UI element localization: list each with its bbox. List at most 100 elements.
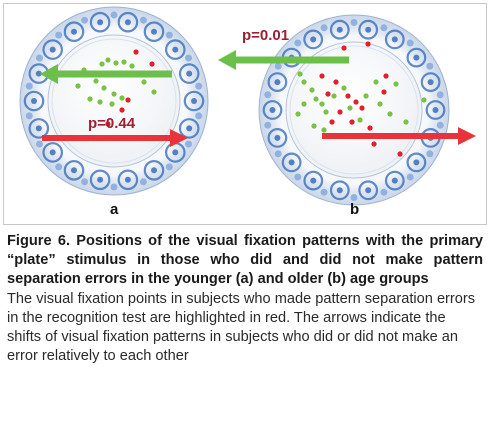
rim-flower-center bbox=[336, 26, 343, 33]
rim-flower bbox=[329, 19, 350, 40]
rim-flower-center bbox=[274, 79, 281, 86]
rim-flower-center bbox=[310, 177, 317, 184]
fixation-point-no-error bbox=[309, 87, 315, 93]
rim-flower bbox=[89, 11, 111, 33]
rim-flower bbox=[165, 39, 186, 60]
rim-flower-center bbox=[71, 167, 77, 174]
rim-flower-center bbox=[31, 98, 37, 104]
fixation-point-no-error bbox=[421, 97, 427, 103]
fixation-point-error bbox=[341, 45, 347, 51]
rim-flower bbox=[23, 90, 45, 112]
plate-a-red-arrow bbox=[42, 129, 188, 147]
rim-leaf bbox=[110, 183, 118, 191]
panel-label-a: a bbox=[110, 201, 119, 218]
fixation-point-error bbox=[319, 73, 325, 79]
rim-flower bbox=[42, 142, 63, 163]
rim-flower-center bbox=[35, 125, 42, 132]
rim-leaf bbox=[195, 82, 203, 90]
rim-flower bbox=[143, 21, 165, 42]
rim-leaf bbox=[25, 82, 33, 90]
fixation-point-no-error bbox=[109, 101, 115, 107]
rim-flower bbox=[384, 29, 405, 50]
rim-flower-center bbox=[186, 125, 193, 132]
fixation-point-no-error bbox=[297, 71, 303, 77]
fixation-point-no-error bbox=[295, 111, 301, 117]
rim-leaf bbox=[426, 62, 434, 70]
rim-flower-center bbox=[124, 19, 131, 26]
rim-flower bbox=[63, 21, 85, 42]
rim-leaf bbox=[185, 54, 192, 62]
fixation-point-no-error bbox=[99, 61, 105, 67]
fixation-point-no-error bbox=[341, 85, 347, 91]
fixation-point-error bbox=[365, 41, 371, 47]
rim-leaf bbox=[55, 31, 63, 39]
rim-flower bbox=[262, 100, 283, 120]
rim-flower-center bbox=[49, 46, 56, 53]
fixation-point-no-error bbox=[141, 79, 147, 85]
fixation-point-error bbox=[381, 89, 387, 95]
rim-flower-center bbox=[191, 98, 197, 104]
fixation-point-no-error bbox=[313, 96, 319, 102]
rim-flower-center bbox=[97, 176, 104, 183]
fixation-point-no-error bbox=[347, 105, 353, 111]
rim-leaf bbox=[294, 173, 302, 181]
rim-flower-center bbox=[432, 107, 439, 113]
rim-leaf bbox=[36, 140, 43, 148]
fixation-point-no-error bbox=[323, 109, 329, 115]
rim-flower bbox=[183, 90, 205, 112]
plate-b-fixation-points bbox=[295, 41, 427, 157]
fixation-point-no-error bbox=[331, 93, 337, 99]
rim-leaf bbox=[350, 19, 358, 26]
rim-leaf bbox=[380, 24, 388, 32]
rim-flower bbox=[178, 63, 200, 84]
rim-leaf bbox=[25, 112, 33, 120]
fixation-point-no-error bbox=[377, 101, 383, 107]
fixation-point-error bbox=[359, 105, 365, 111]
fixation-point-no-error bbox=[105, 57, 111, 63]
fixation-point-no-error bbox=[93, 78, 99, 84]
rim-flower bbox=[384, 170, 405, 191]
fixation-point-error bbox=[333, 79, 339, 85]
rim-flower-center bbox=[413, 54, 420, 61]
figure-frame: p=0.44 p=0.01 a b bbox=[3, 3, 487, 225]
plate-b: p=0.01 bbox=[218, 14, 476, 206]
rim-leaf bbox=[406, 39, 414, 47]
rim-leaf bbox=[36, 54, 43, 62]
rim-flower bbox=[143, 160, 165, 181]
rim-flower-center bbox=[186, 70, 193, 77]
fixation-point-no-error bbox=[363, 93, 369, 99]
fixation-point-no-error bbox=[301, 101, 307, 107]
fixation-point-no-error bbox=[373, 79, 379, 85]
rim-leaf bbox=[350, 194, 358, 201]
fixation-point-no-error bbox=[403, 119, 409, 125]
fixation-point-no-error bbox=[321, 127, 327, 133]
fixation-point-no-error bbox=[151, 89, 157, 95]
rim-flower bbox=[358, 19, 379, 40]
rim-leaf bbox=[139, 178, 147, 186]
rim-flower bbox=[281, 152, 302, 173]
fixation-point-error bbox=[133, 49, 139, 55]
rim-flower bbox=[178, 118, 200, 139]
rim-leaf bbox=[55, 163, 63, 171]
rim-flower-center bbox=[413, 159, 420, 166]
fixation-point-no-error bbox=[129, 63, 135, 69]
rim-flower bbox=[406, 152, 427, 173]
fixation-point-no-error bbox=[75, 83, 81, 89]
rim-flower bbox=[420, 72, 441, 92]
rim-flower-center bbox=[71, 28, 77, 35]
rim-leaf bbox=[165, 163, 173, 171]
rim-leaf bbox=[380, 188, 388, 196]
rim-flower-center bbox=[365, 26, 372, 33]
fixation-point-no-error bbox=[357, 117, 363, 123]
plate-b-p-value: p=0.01 bbox=[242, 27, 289, 44]
rim-flower bbox=[303, 29, 324, 50]
rim-flower-center bbox=[274, 134, 281, 141]
plate-b-green-arrow bbox=[218, 50, 349, 70]
fixation-point-no-error bbox=[121, 59, 127, 65]
fixation-point-no-error bbox=[97, 99, 103, 105]
fixation-point-no-error bbox=[87, 96, 93, 102]
fixation-point-no-error bbox=[111, 91, 117, 97]
rim-flower bbox=[267, 72, 288, 92]
rim-flower bbox=[28, 118, 50, 139]
rim-leaf bbox=[274, 62, 282, 70]
